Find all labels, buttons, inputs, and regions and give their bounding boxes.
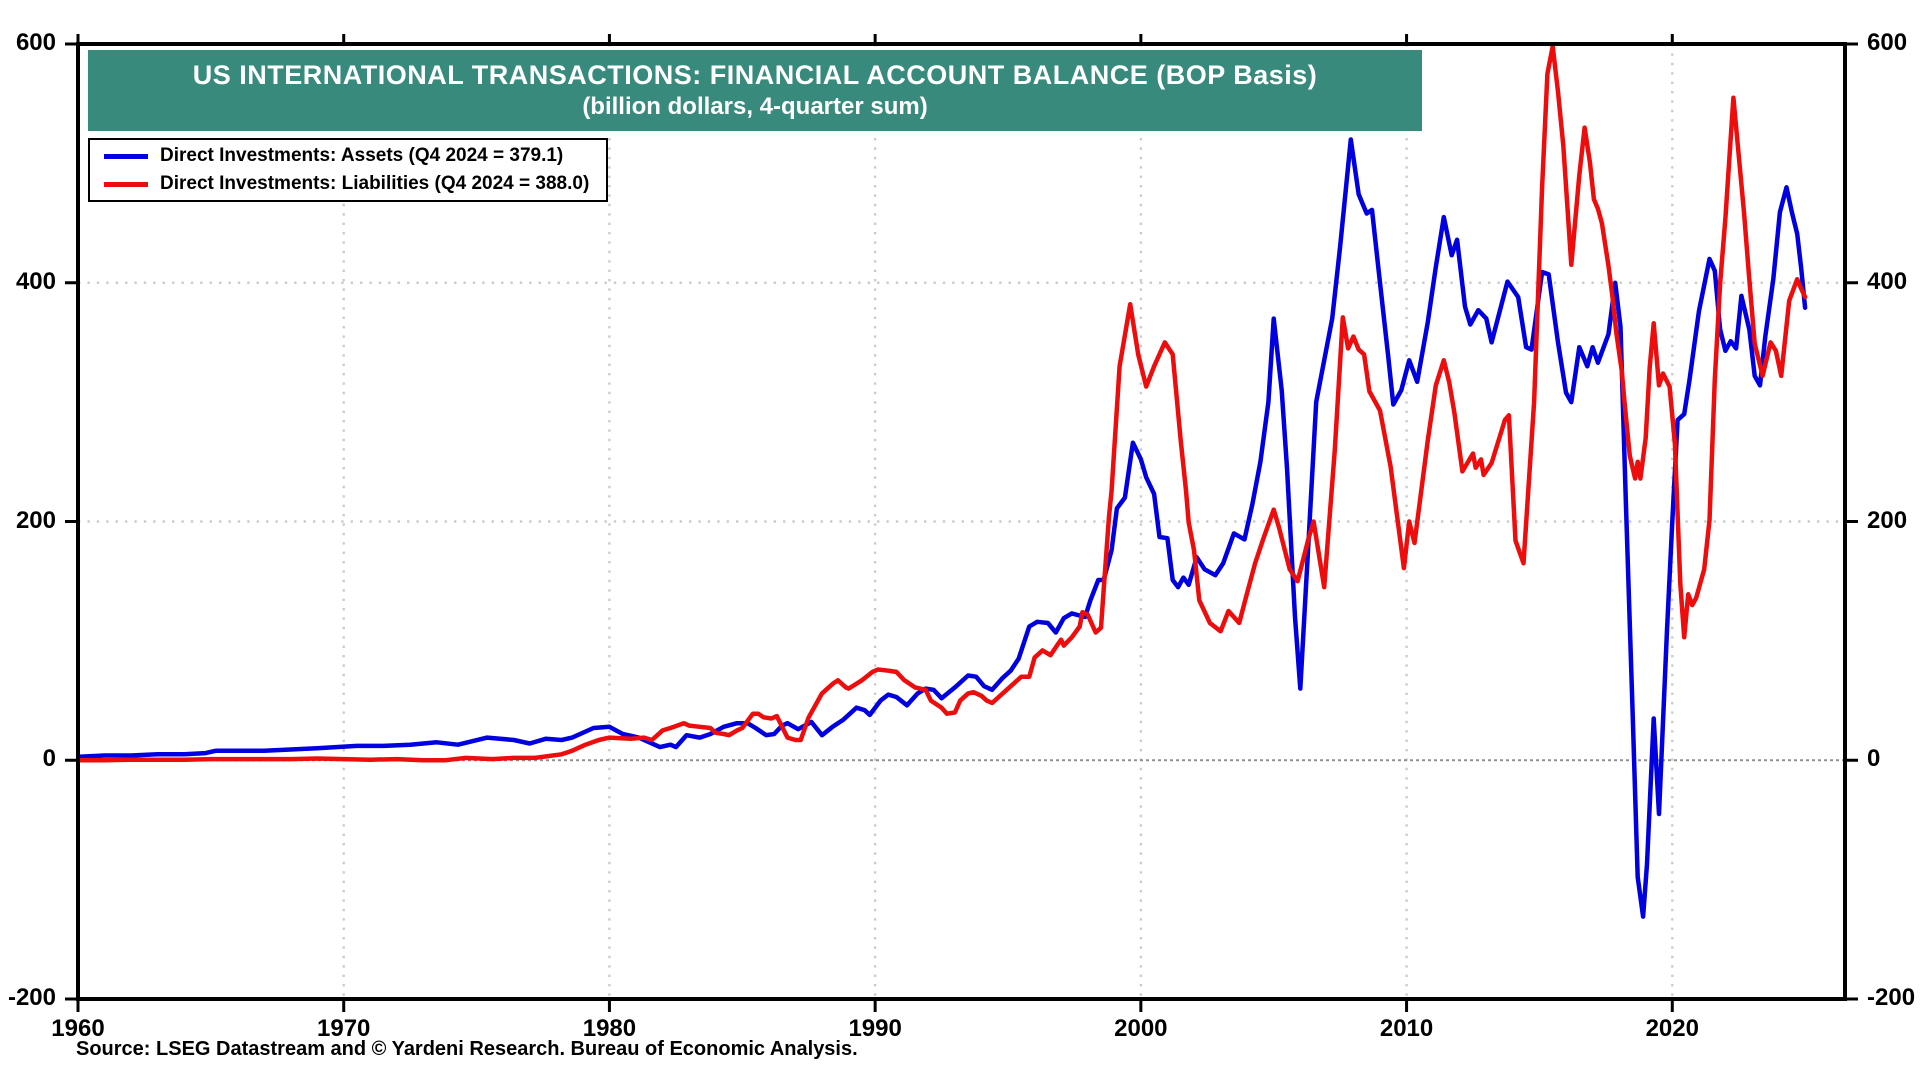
legend: Direct Investments: Assets (Q4 2024 = 37…	[88, 138, 608, 202]
legend-label-assets: Direct Investments: Assets (Q4 2024 = 37…	[160, 145, 564, 166]
plot-frame	[76, 42, 1847, 1001]
legend-item-liabilities: Direct Investments: Liabilities (Q4 2024…	[90, 171, 606, 197]
y-axis-label-right: 400	[1867, 267, 1908, 295]
y-axis-label-left: 0	[42, 745, 56, 773]
x-axis-label: 2020	[1645, 1015, 1699, 1042]
title-banner: US INTERNATIONAL TRANSACTIONS: FINANCIAL…	[88, 50, 1422, 131]
y-axis-label-left: -200	[7, 984, 56, 1011]
liabilities-line-swatch	[104, 181, 148, 187]
x-axis-label: 2010	[1379, 1015, 1434, 1042]
x-axis-label: 2000	[1114, 1015, 1168, 1042]
y-axis-label-left: 200	[15, 506, 56, 534]
chart-title: US INTERNATIONAL TRANSACTIONS: FINANCIAL…	[192, 59, 1318, 90]
y-axis-label-left: 400	[15, 267, 56, 295]
y-axis-label-right: 600	[1867, 29, 1908, 56]
x-axis-label: 1980	[582, 1015, 637, 1042]
x-axis-label: 1960	[51, 1015, 105, 1042]
x-axis-label: 1970	[317, 1015, 371, 1042]
y-axis-label-right: 200	[1867, 506, 1908, 534]
y-axis-label-left: 600	[15, 29, 56, 56]
legend-label-liabilities: Direct Investments: Liabilities (Q4 2024…	[160, 173, 590, 194]
y-axis-label-right: -200	[1867, 984, 1916, 1011]
liabilities-line	[78, 44, 1808, 763]
assets-line	[78, 137, 1808, 919]
x-axis-label: 1990	[848, 1015, 902, 1042]
assets-line-swatch	[104, 153, 148, 159]
chart-subtitle: (billion dollars, 4-quarter sum)	[582, 93, 928, 121]
source-attribution: Source: LSEG Datastream and © Yardeni Re…	[76, 1038, 858, 1060]
y-axis-label-right: 0	[1867, 745, 1881, 773]
legend-item-assets: Direct Investments: Assets (Q4 2024 = 37…	[90, 143, 606, 169]
